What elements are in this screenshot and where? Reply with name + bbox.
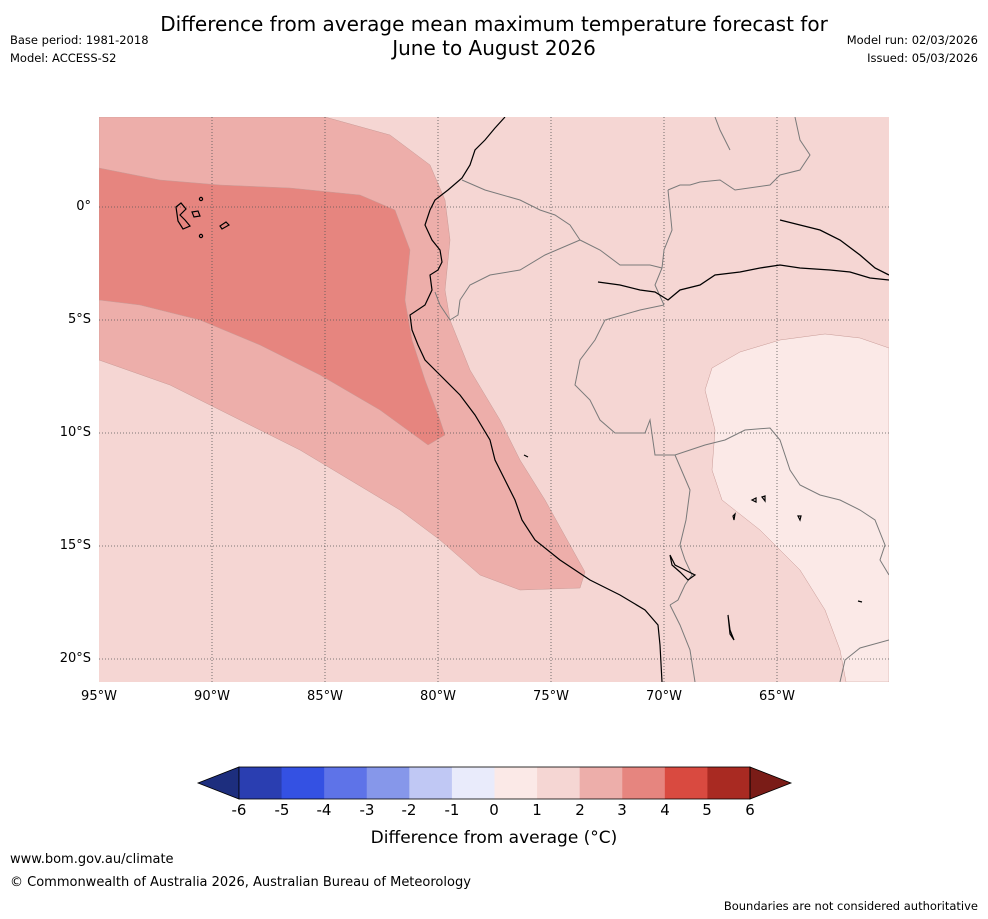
colorbar-box	[281, 767, 325, 799]
issued-text: Issued: 05/03/2026	[867, 51, 978, 65]
amazon-lake-1	[523, 454, 529, 458]
colorbar-low-extend	[196, 766, 240, 800]
anomaly-0-1-region	[704, 333, 889, 682]
meta-left: Base period: 1981-2018 Model: ACCESS-S2	[10, 31, 149, 67]
border-bolivia-paraguay	[839, 639, 889, 682]
copyright-text: © Commonwealth of Australia 2026, Austra…	[10, 875, 471, 890]
amazon-river	[597, 264, 889, 301]
colorbar-tick-label: 0	[489, 801, 499, 819]
colorbar-box	[409, 767, 453, 799]
paraguay-lake	[857, 600, 863, 603]
colorbar-tick-label: 1	[532, 801, 542, 819]
bolivia-lake-4	[797, 515, 802, 522]
bolivia-lake-1	[750, 497, 757, 503]
lon-label-80w: 80°W	[420, 689, 456, 704]
border-colombia-venezuela-brazil	[667, 117, 811, 191]
base-period-text: Base period: 1981-2018	[10, 33, 149, 47]
lat-label-10s: 10°S	[59, 425, 91, 440]
lon-label-85w: 85°W	[307, 689, 343, 704]
lon-label-75w: 75°W	[533, 689, 569, 704]
colorbar-box	[664, 767, 708, 799]
colorbar-box	[579, 767, 623, 799]
title-line-2: June to August 2026	[392, 36, 596, 60]
chart-title: Difference from average mean maximum tem…	[0, 12, 988, 60]
colorbar-box	[239, 767, 283, 799]
galapagos-isabela	[175, 202, 191, 230]
lake-titicaca	[669, 554, 697, 581]
colorbar-tick-label: -5	[274, 801, 290, 819]
anomaly-3-4-region	[99, 167, 446, 446]
rivers	[597, 219, 889, 301]
colorbar-box	[451, 767, 495, 799]
lat-label-0: 0°	[76, 199, 91, 214]
galapagos-islet-2	[198, 233, 204, 239]
graticule-lines	[99, 117, 889, 682]
lon-label-95w: 95°W	[81, 689, 117, 704]
colorbar-box	[494, 767, 538, 799]
bolivia-lake-3	[732, 512, 736, 521]
title-line-1: Difference from average mean maximum tem…	[160, 12, 828, 36]
colorbar-tick-label: -2	[401, 801, 417, 819]
colorbar-high-extend	[749, 766, 793, 800]
border-colombia-brazil	[661, 189, 673, 269]
colorbar	[196, 766, 793, 800]
border-peru-brazil	[574, 304, 889, 576]
colorbar-tick-label: 3	[617, 801, 627, 819]
lon-label-65w: 65°W	[759, 689, 795, 704]
bolivia-lake-2	[761, 495, 766, 503]
lon-label-90w: 90°W	[194, 689, 230, 704]
website-url: www.bom.gov.au/climate	[10, 852, 174, 867]
disclaimer-text: Boundaries are not considered authoritat…	[723, 899, 978, 913]
colorbar-box	[366, 767, 410, 799]
lake-poopo	[727, 614, 735, 641]
border-ecuador-peru	[434, 179, 581, 321]
colorbar-box	[707, 767, 751, 799]
coastline	[175, 117, 863, 682]
model-run-text: Model run: 02/03/2026	[846, 33, 978, 47]
lat-label-15s: 15°S	[59, 538, 91, 553]
colorbar-tick-label: -3	[359, 801, 375, 819]
colorbar-tick-label: 4	[660, 801, 670, 819]
border-peru-bolivia	[669, 454, 693, 606]
model-text: Model: ACCESS-S2	[10, 51, 117, 65]
galapagos-islet-1	[198, 196, 204, 202]
colorbar-frame	[238, 766, 751, 800]
colorbar-title: Difference from average (°C)	[370, 828, 618, 848]
pacific-coastline	[409, 117, 663, 682]
rio-negro	[779, 219, 889, 276]
border-colombia-peru	[579, 239, 665, 306]
colorbar-tick-label: 2	[575, 801, 585, 819]
colorbar-box	[622, 767, 666, 799]
colorbar-box	[537, 767, 581, 799]
colorbar-box	[324, 767, 368, 799]
lon-label-70w: 70°W	[646, 689, 682, 704]
colorbar-tick-label: 5	[702, 801, 712, 819]
galapagos-santa-cruz	[191, 210, 201, 218]
border-bolivia-chile	[669, 604, 696, 682]
colorbar-boxes	[239, 767, 751, 799]
colorbar-tick-label: -6	[231, 801, 247, 819]
country-borders	[434, 117, 889, 682]
map-plot-area	[99, 117, 889, 682]
galapagos-san-cristobal	[219, 221, 230, 230]
lat-label-20s: 20°S	[59, 651, 91, 666]
colorbar-tick-label: -4	[316, 801, 332, 819]
colorbar-tick-label: 6	[745, 801, 755, 819]
colorbar-tick-label: -1	[444, 801, 460, 819]
border-venezuela-brazil-north	[714, 117, 731, 151]
lat-label-5s: 5°S	[67, 312, 91, 327]
meta-right: Model run: 02/03/2026 Issued: 05/03/2026	[847, 31, 978, 67]
